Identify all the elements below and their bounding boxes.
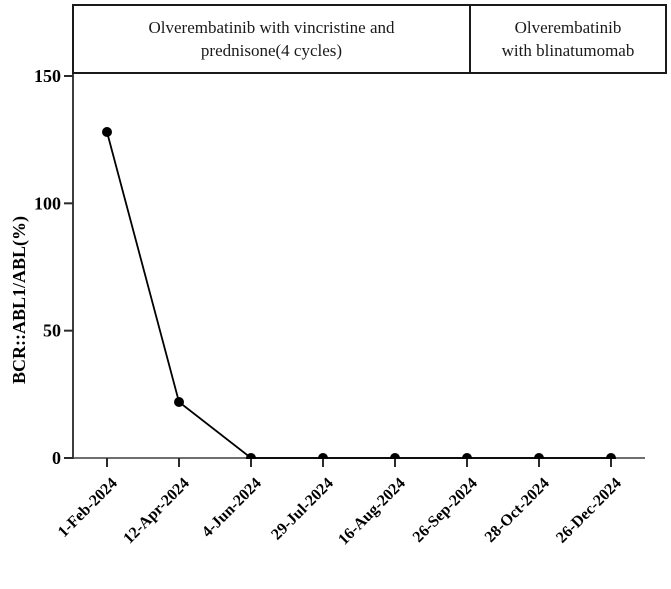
y-tick-label: 50 <box>43 321 61 341</box>
phase-2-label-line2: with blinatumomab <box>501 41 635 60</box>
x-tick-label: 12-Apr-2024 <box>120 475 193 548</box>
x-tick-label: 1-Feb-2024 <box>55 475 121 541</box>
data-point <box>318 453 328 459</box>
x-tick-label: 26-Sep-2024 <box>410 475 481 546</box>
x-tick-label: 4-Jun-2024 <box>199 475 265 541</box>
phase-1-label-line2: prednisone(4 cycles) <box>200 41 343 60</box>
y-tick-label: 100 <box>34 193 61 213</box>
data-point <box>534 453 544 459</box>
y-tick-label: 150 <box>34 66 61 86</box>
treatment-phase-box: Olverembatinib with vincristine and pred… <box>72 4 667 74</box>
x-tick-label: 28-Oct-2024 <box>482 475 553 546</box>
data-point <box>102 127 112 138</box>
data-point <box>246 453 256 459</box>
data-point <box>606 453 616 459</box>
phase-1-cell: Olverembatinib with vincristine and pred… <box>74 6 469 72</box>
phase-1-label-line1: Olverembatinib with vincristine and <box>148 18 395 37</box>
data-point <box>390 453 400 459</box>
y-axis-title: BCR::ABL1/ABL(%) <box>9 216 30 384</box>
phase-2-cell: Olverembatinib with blinatumomab <box>469 6 665 72</box>
phase-2-label-line1: Olverembatinib <box>514 18 622 37</box>
data-point <box>174 396 184 407</box>
data-point <box>462 453 472 459</box>
x-tick-label: 26-Dec-2024 <box>553 475 625 547</box>
data-series <box>102 127 616 459</box>
x-tick-label: 16-Aug-2024 <box>335 475 409 549</box>
x-tick-label: 29-Jul-2024 <box>268 475 337 544</box>
data-line <box>106 131 611 459</box>
y-tick-label: 0 <box>52 448 61 468</box>
